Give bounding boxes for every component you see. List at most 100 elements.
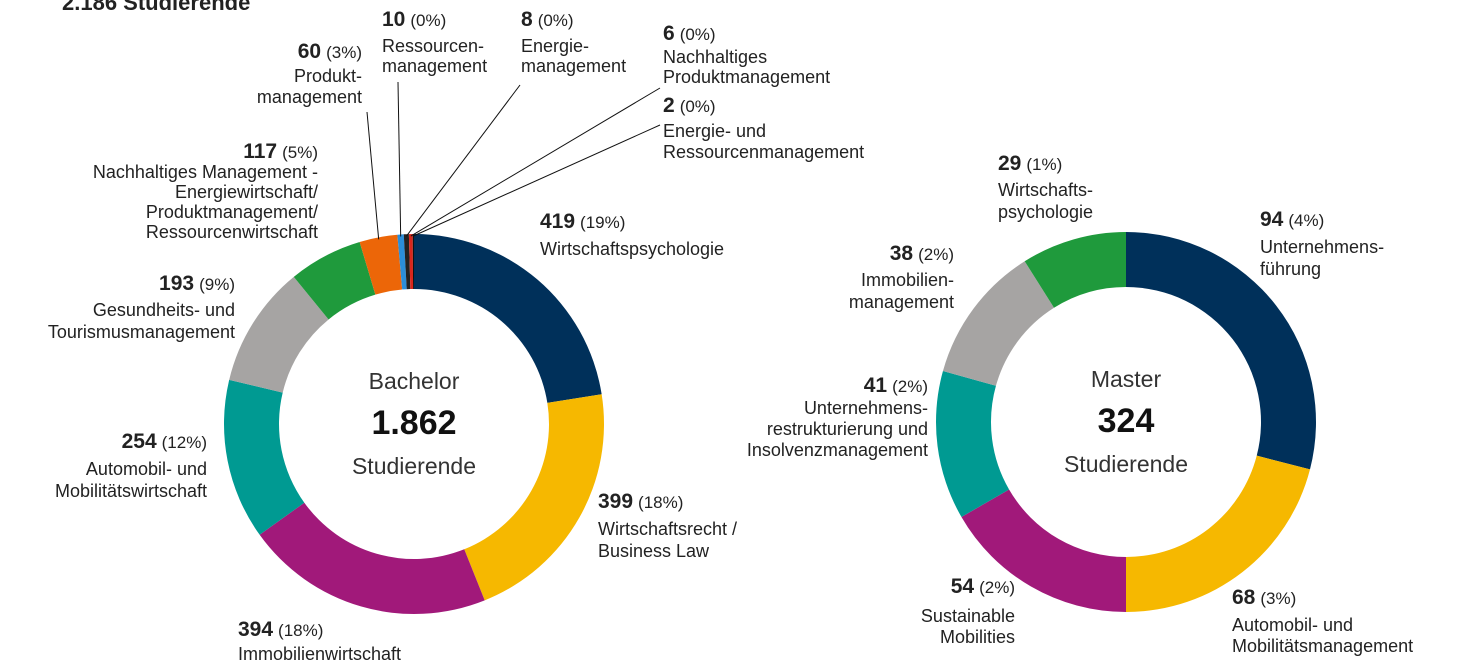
- category-label: psychologie: [998, 202, 1093, 222]
- value: 10: [382, 8, 405, 31]
- value-label: 54 (2%): [951, 575, 1015, 598]
- value: 54: [951, 575, 975, 598]
- donut-slice: [1126, 455, 1310, 612]
- value-label: 399 (18%): [598, 490, 683, 513]
- leader-line: [366, 111, 380, 240]
- donut-slice: [464, 394, 604, 601]
- percent: (3%): [326, 43, 362, 62]
- percent: (18%): [638, 493, 683, 512]
- leader-line: [413, 124, 661, 237]
- leader-line: [397, 81, 402, 237]
- chart-title: 2.186 Studierende: [62, 0, 250, 15]
- value: 254: [122, 430, 157, 453]
- category-label: Business Law: [598, 541, 710, 561]
- value: 2: [663, 94, 675, 117]
- category-label: Produktmanagement/: [146, 202, 318, 222]
- category-label: Automobil- und: [1232, 615, 1353, 635]
- value-label: 193 (9%): [159, 272, 235, 295]
- percent: (2%): [892, 377, 928, 396]
- percent: (2%): [979, 578, 1015, 597]
- value-label: 6 (0%): [663, 22, 716, 45]
- donut-slice: [936, 371, 1010, 517]
- percent: (0%): [538, 11, 574, 30]
- category-label: management: [257, 87, 362, 107]
- donut-slice: [942, 261, 1055, 386]
- value-label: 60 (3%): [298, 40, 362, 63]
- donut-slice: [229, 276, 329, 393]
- value: 193: [159, 272, 194, 295]
- leader-line: [410, 87, 661, 237]
- value-label: 29 (1%): [998, 152, 1062, 175]
- value: 29: [998, 152, 1021, 175]
- value: 117: [243, 140, 277, 163]
- value-label: 117 (5%): [243, 140, 318, 163]
- category-label: Wirtschaftspsychologie: [540, 239, 724, 259]
- value: 394: [238, 618, 273, 641]
- category-label: Immobilien-: [861, 270, 954, 290]
- percent: (4%): [1288, 211, 1324, 230]
- donut-slice: [1126, 232, 1316, 470]
- category-label: Wirtschafts-: [998, 180, 1093, 200]
- percent: (2%): [918, 245, 954, 264]
- donut-slice: [408, 234, 414, 290]
- donut-slice: [412, 234, 414, 290]
- category-label: Nachhaltiges Management -: [93, 162, 318, 182]
- value-label: 254 (12%): [122, 430, 207, 453]
- donut-slice: [961, 489, 1126, 612]
- percent: (9%): [199, 275, 235, 294]
- percent: (3%): [1260, 589, 1296, 608]
- category-label: Mobilities: [940, 627, 1015, 647]
- value: 6: [663, 22, 675, 45]
- value: 38: [890, 242, 914, 265]
- category-label: Insolvenzmanagement: [747, 440, 928, 460]
- donut-slice: [259, 502, 485, 614]
- category-label: Unternehmens-: [1260, 237, 1384, 257]
- value-label: 394 (18%): [238, 618, 323, 641]
- center-label: Bachelor: [369, 368, 460, 394]
- donut-slice: [359, 234, 403, 295]
- category-label: management: [521, 56, 626, 76]
- category-label: Gesundheits- und: [93, 300, 235, 320]
- leader-line: [405, 84, 521, 237]
- value-label: 38 (2%): [890, 242, 954, 265]
- donut-slice: [397, 234, 407, 290]
- percent: (12%): [162, 433, 207, 452]
- value: 68: [1232, 586, 1256, 609]
- category-label: management: [382, 56, 487, 76]
- value: 60: [298, 40, 321, 63]
- percent: (1%): [1026, 155, 1062, 174]
- center-label: 324: [1098, 402, 1155, 440]
- donut-slice: [1024, 232, 1126, 308]
- value: 8: [521, 8, 533, 31]
- value: 399: [598, 490, 633, 513]
- percent: (0%): [410, 11, 446, 30]
- percent: (0%): [680, 25, 716, 44]
- value-label: 41 (2%): [864, 374, 928, 397]
- category-label: restrukturierung und: [767, 419, 928, 439]
- center-label: 1.862: [371, 404, 456, 442]
- center-label: Studierende: [1064, 451, 1188, 477]
- category-label: Wirtschaftsrecht /: [598, 519, 737, 539]
- category-label: führung: [1260, 259, 1321, 279]
- donut-slice: [414, 234, 602, 403]
- category-label: Tourismusmanagement: [48, 322, 235, 342]
- category-label: Produktmanagement: [663, 67, 830, 87]
- category-label: Ressourcen-: [382, 36, 484, 56]
- category-label: Nachhaltiges: [663, 47, 767, 67]
- percent: (19%): [580, 213, 625, 232]
- category-label: Mobilitätswirtschaft: [55, 481, 207, 501]
- value: 94: [1260, 208, 1284, 231]
- value-label: 68 (3%): [1232, 586, 1296, 609]
- donut-slice: [403, 234, 411, 290]
- value-label: 94 (4%): [1260, 208, 1324, 231]
- percent: (18%): [278, 621, 323, 640]
- value: 41: [864, 374, 888, 397]
- category-label: Energie- und: [663, 121, 766, 141]
- center-label: Studierende: [352, 453, 476, 479]
- category-label: Ressourcenwirtschaft: [146, 222, 318, 242]
- donut-slice: [224, 379, 305, 535]
- value-label: 8 (0%): [521, 8, 574, 31]
- percent: (5%): [282, 143, 318, 162]
